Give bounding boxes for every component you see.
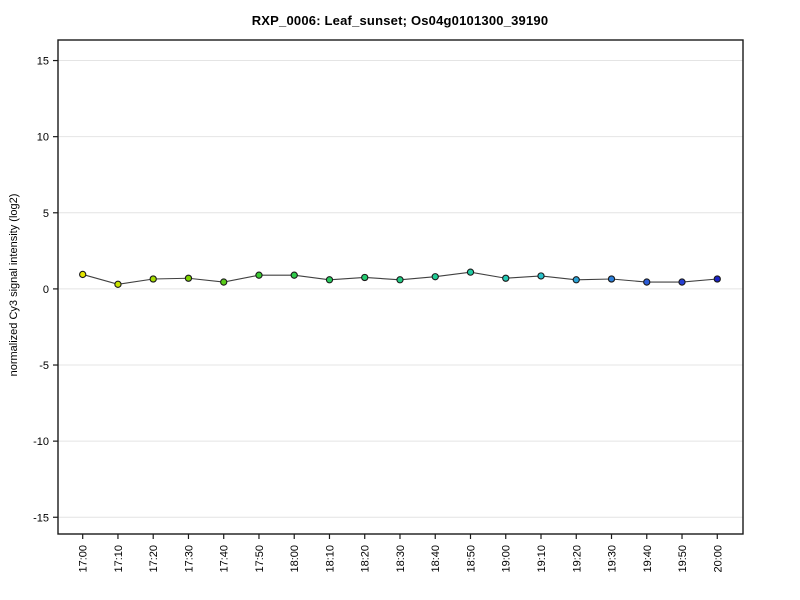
x-tick-label: 17:20: [148, 545, 160, 573]
x-tick-label: 17:40: [219, 545, 231, 573]
x-tick-label: 18:20: [360, 545, 372, 573]
data-point: [361, 273, 369, 282]
y-tick-label: -15: [33, 512, 49, 524]
y-tick-label: 15: [37, 56, 49, 68]
x-tick-label: 17:50: [254, 545, 266, 573]
x-tick-label: 19:40: [642, 545, 654, 573]
data-point: [713, 275, 721, 283]
data-point: [572, 276, 580, 284]
data-point: [149, 275, 157, 283]
data-point: [290, 271, 298, 279]
x-tick-label: 18:30: [395, 545, 407, 573]
x-tick-label: 17:00: [78, 545, 90, 573]
x-tick-label: 18:00: [289, 545, 301, 573]
plot-border: [57, 39, 744, 535]
y-tick-label: -5: [39, 360, 49, 372]
data-point: [502, 274, 510, 282]
x-tick-label: 19:10: [536, 545, 548, 573]
x-tick-label: 17:10: [113, 545, 125, 573]
x-tick-label: 18:50: [465, 545, 477, 573]
data-point: [255, 271, 263, 279]
y-tick-label: 0: [43, 284, 49, 296]
x-tick-label: 17:30: [183, 545, 195, 573]
data-point: [466, 268, 475, 276]
data-point: [79, 270, 87, 279]
x-tick-label: 20:00: [712, 545, 724, 573]
x-tick-label: 18:40: [430, 545, 442, 573]
x-tick-label: 19:20: [571, 545, 583, 573]
x-tick-label: 18:10: [324, 545, 336, 573]
x-tick-label: 19:00: [501, 545, 513, 573]
data-point: [184, 274, 193, 282]
data-point: [431, 273, 439, 281]
data-point: [325, 276, 334, 284]
data-point: [607, 275, 616, 283]
chart-title: RXP_0006: Leaf_sunset; Os04g0101300_3919…: [251, 13, 549, 28]
data-point: [537, 272, 545, 280]
y-tick-label: 10: [37, 132, 49, 144]
data-point: [220, 278, 228, 286]
y-tick-label: 5: [43, 208, 49, 220]
y-tick-label: -10: [33, 436, 49, 448]
x-tick-label: 19:30: [607, 545, 619, 573]
data-point: [678, 278, 686, 286]
data-point: [643, 278, 651, 286]
x-tick-label: 19:50: [677, 545, 689, 573]
data-point: [114, 280, 122, 288]
data-point: [396, 276, 404, 284]
